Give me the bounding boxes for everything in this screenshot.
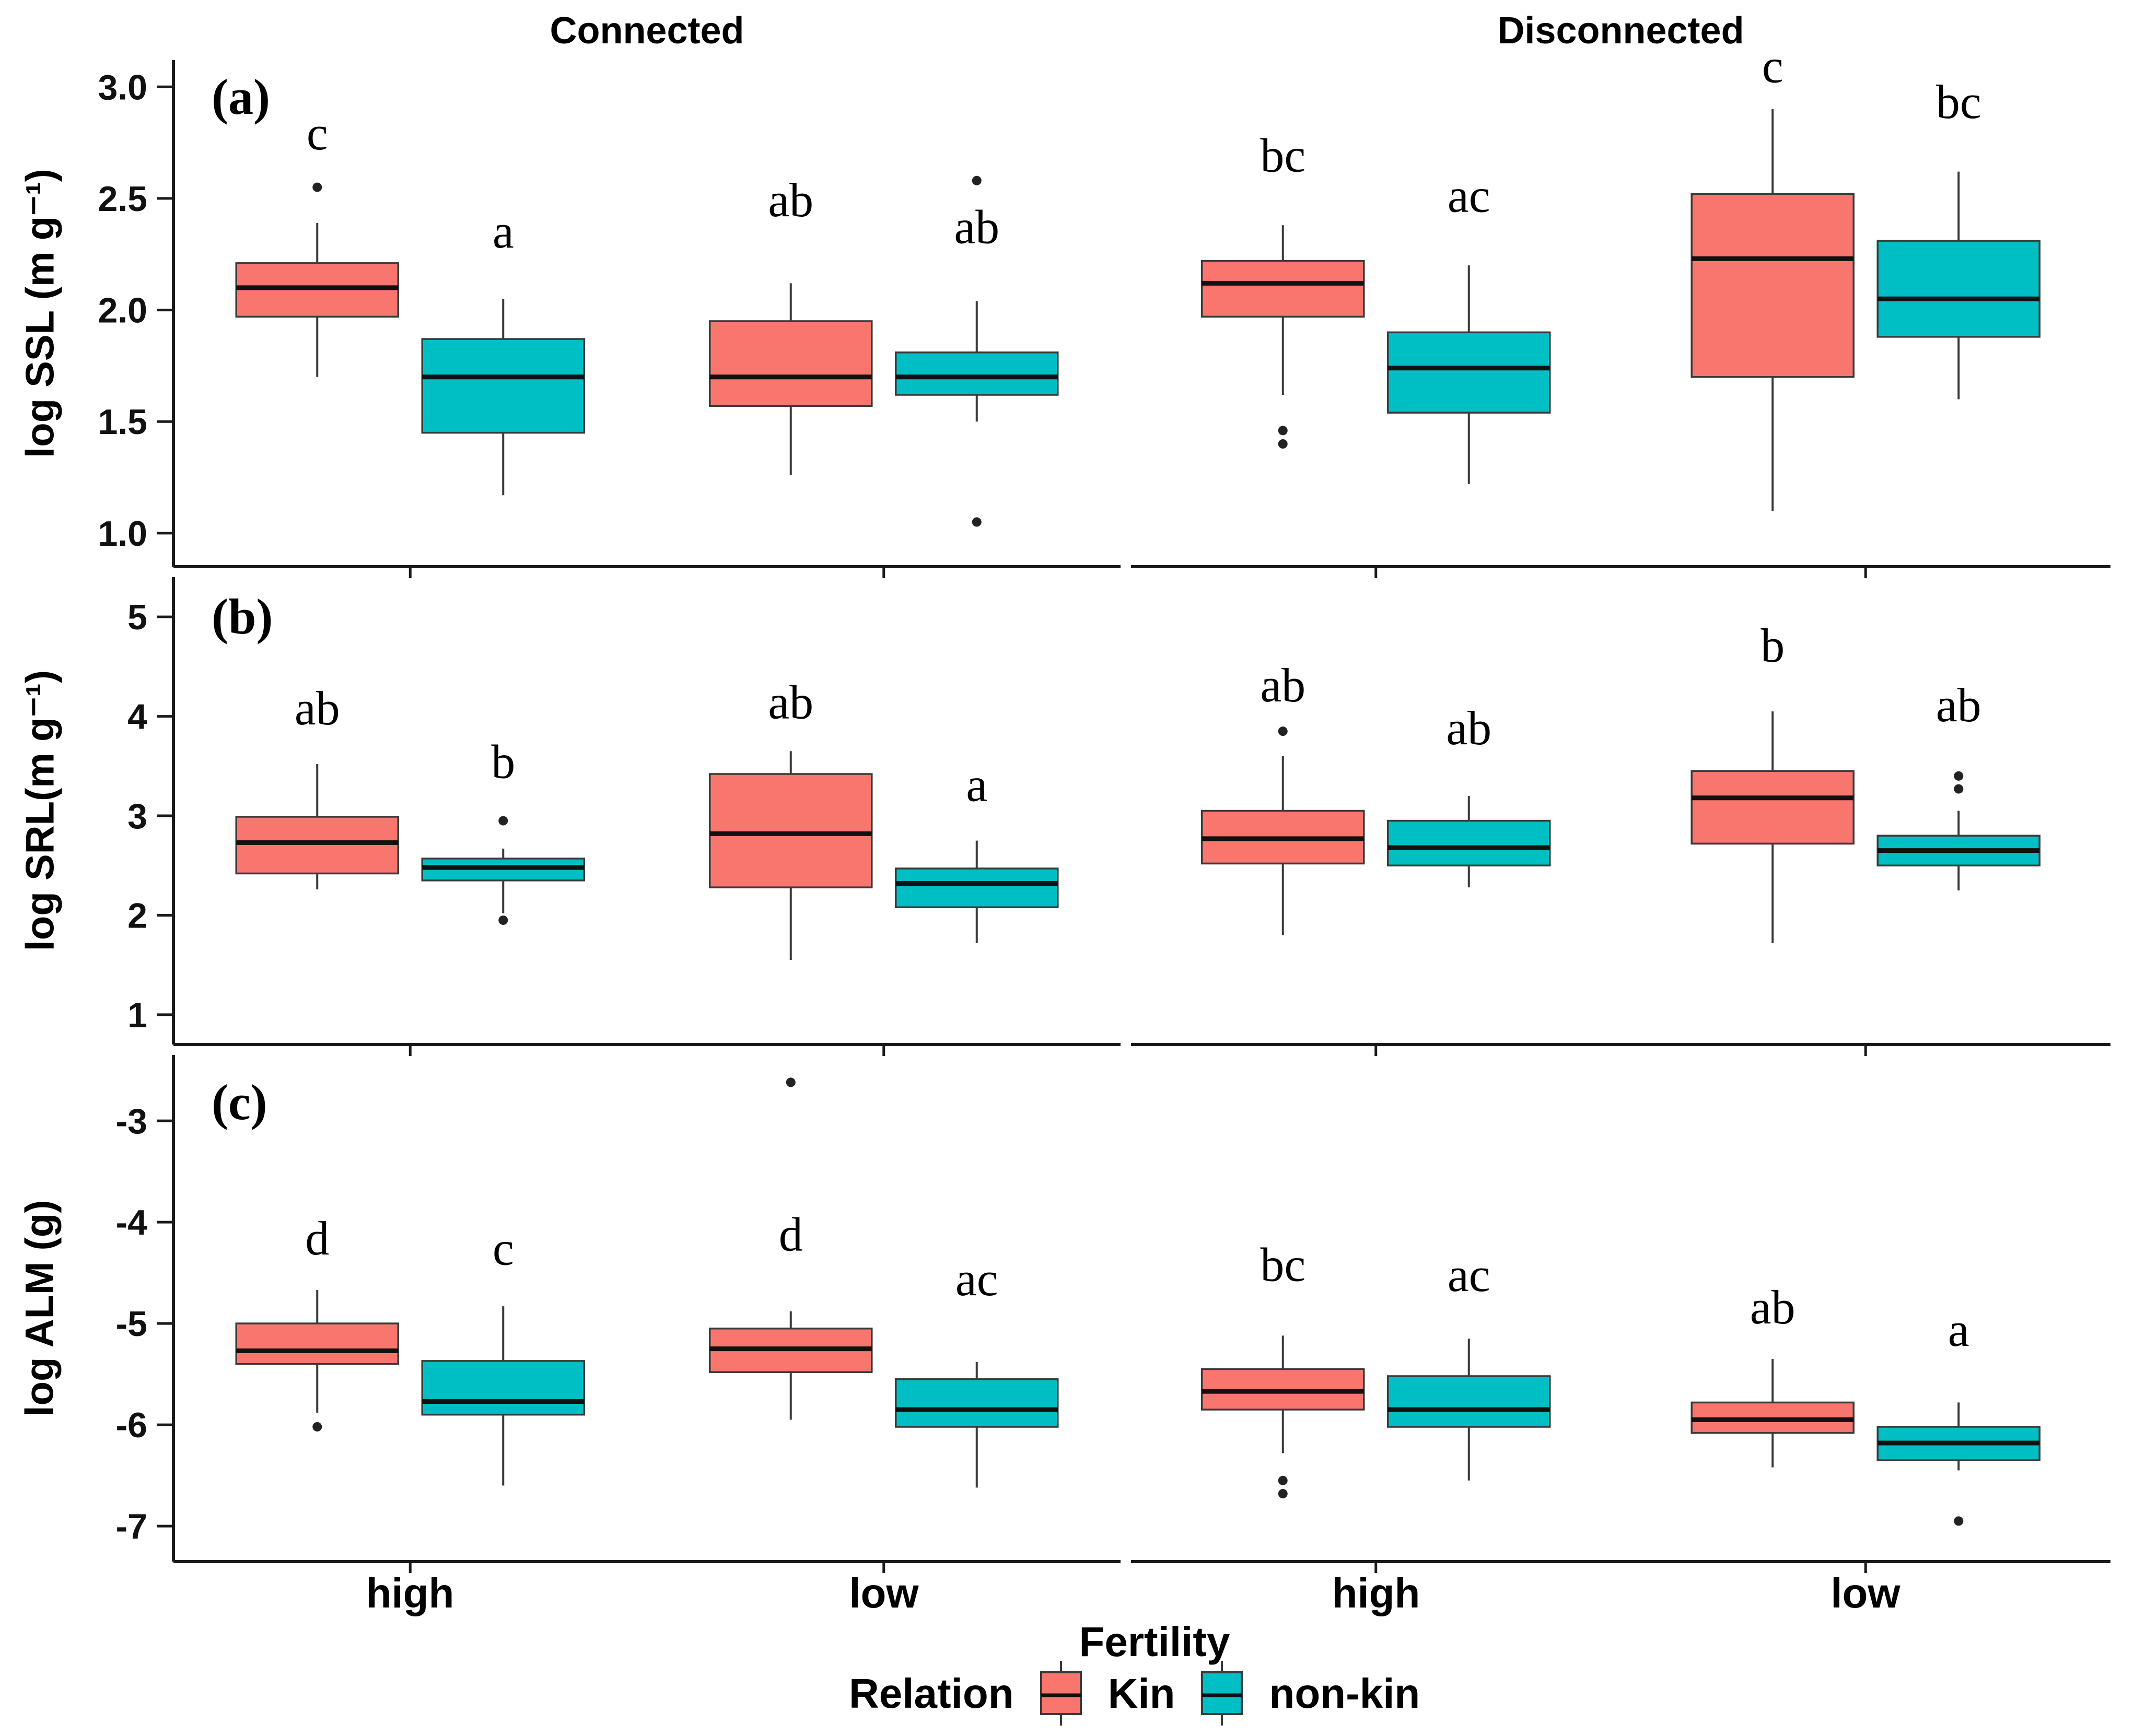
- svg-text:ac: ac: [1448, 169, 1490, 222]
- panel-tag-b: (b): [212, 589, 273, 644]
- x-tick-label-disconnected-high: high: [1332, 1570, 1420, 1616]
- svg-text:b: b: [491, 735, 515, 789]
- svg-text:-5: -5: [116, 1304, 147, 1344]
- svg-text:c: c: [1762, 40, 1783, 93]
- svg-text:2: 2: [127, 896, 147, 935]
- y-axis-title-srl: log SRL(m g⁻¹): [18, 670, 63, 952]
- svg-text:1.0: 1.0: [98, 514, 147, 554]
- svg-text:3: 3: [127, 796, 147, 836]
- kin-boxplot-key-icon: [1040, 1661, 1082, 1726]
- legend-title: Relation: [849, 1670, 1014, 1717]
- svg-text:ac: ac: [1448, 1248, 1490, 1301]
- svg-text:2.5: 2.5: [98, 179, 147, 219]
- svg-text:-4: -4: [116, 1203, 148, 1242]
- svg-text:ab: ab: [1936, 678, 1981, 732]
- legend-label-kin: Kin: [1107, 1670, 1175, 1717]
- non-kin-boxplot-key-icon: [1201, 1661, 1243, 1726]
- svg-text:d: d: [305, 1212, 329, 1265]
- x-tick-label-disconnected-low: low: [1830, 1570, 1900, 1616]
- svg-text:a: a: [966, 758, 987, 811]
- svg-text:ab: ab: [1260, 659, 1305, 712]
- svg-text:ab: ab: [295, 682, 340, 735]
- x-axis-title: Fertility: [1079, 1618, 1230, 1665]
- legend-label-non-kin: non-kin: [1269, 1670, 1420, 1717]
- x-tick-label-connected-low: low: [849, 1570, 919, 1616]
- svg-text:a: a: [493, 205, 514, 258]
- svg-text:ab: ab: [768, 675, 813, 729]
- panel-tag-a: (a): [212, 69, 270, 125]
- svg-text:ab: ab: [954, 200, 999, 253]
- svg-text:-6: -6: [116, 1405, 147, 1445]
- facet-title-connected: Connected: [550, 10, 744, 52]
- svg-text:1.5: 1.5: [98, 402, 147, 442]
- y-axis-title-ssl: log SSL (m g⁻¹): [18, 169, 63, 458]
- svg-text:3.0: 3.0: [98, 67, 147, 107]
- svg-text:bc: bc: [1936, 75, 1981, 128]
- svg-text:4: 4: [127, 697, 147, 737]
- svg-text:c: c: [493, 1222, 514, 1275]
- legend: Relation Kin non-kin: [849, 1660, 1420, 1728]
- svg-text:2.0: 2.0: [98, 291, 147, 331]
- facet-title-disconnected: Disconnected: [1497, 10, 1744, 52]
- svg-text:-3: -3: [116, 1101, 147, 1141]
- svg-text:ab: ab: [768, 173, 813, 227]
- svg-text:c: c: [307, 107, 328, 160]
- svg-text:ac: ac: [955, 1252, 998, 1306]
- panel-tag-c: (c): [212, 1074, 267, 1130]
- svg-text:a: a: [1948, 1303, 1969, 1356]
- svg-text:1: 1: [127, 995, 147, 1035]
- svg-text:5: 5: [127, 597, 147, 637]
- y-axis-title-alm: log ALM (g): [17, 1200, 62, 1417]
- svg-text:-7: -7: [116, 1507, 147, 1546]
- svg-text:ab: ab: [1446, 701, 1491, 755]
- svg-text:bc: bc: [1260, 129, 1305, 182]
- svg-text:ab: ab: [1750, 1281, 1795, 1334]
- svg-text:bc: bc: [1260, 1238, 1305, 1292]
- svg-text:b: b: [1760, 619, 1785, 672]
- x-tick-label-connected-high: high: [366, 1570, 454, 1616]
- svg-text:d: d: [779, 1207, 803, 1261]
